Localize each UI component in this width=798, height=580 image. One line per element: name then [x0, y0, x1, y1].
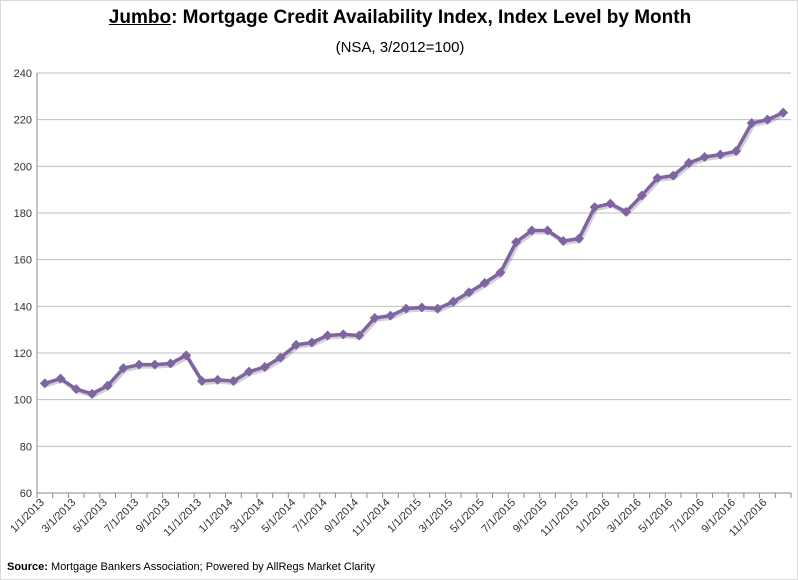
y-tick-label: 120 [14, 348, 32, 360]
data-point [212, 374, 223, 385]
data-point [369, 313, 380, 323]
data-point [668, 170, 679, 181]
source-label: Source: [7, 561, 48, 573]
data-point [715, 149, 726, 160]
data-point [463, 287, 474, 298]
data-point [196, 376, 207, 386]
series-shadow [45, 112, 786, 398]
data-point [416, 302, 427, 313]
data-point [542, 225, 553, 236]
data-point [762, 114, 773, 125]
source-text: Mortgage Bankers Association; Powered by… [47, 561, 376, 573]
data-point [244, 366, 255, 377]
data-point [558, 236, 569, 246]
data-point [165, 358, 176, 369]
data-point [118, 363, 129, 374]
data-point [778, 107, 789, 118]
data-point [306, 337, 317, 348]
data-point [573, 233, 584, 244]
data-point [636, 190, 647, 201]
data-point [432, 303, 443, 314]
data-point [621, 206, 632, 217]
data-point [479, 278, 490, 288]
data-point [71, 384, 82, 395]
data-point [322, 330, 333, 341]
y-tick-label: 100 [14, 395, 32, 407]
y-tick-label: 200 [14, 161, 32, 173]
data-point [385, 310, 396, 321]
data-point [731, 146, 742, 157]
title-prefix: Jumbo [108, 7, 172, 28]
data-point [683, 157, 694, 168]
data-point [102, 380, 113, 391]
data-point [181, 350, 192, 361]
data-point [354, 330, 365, 341]
data-point [134, 359, 145, 370]
series-line [44, 111, 784, 396]
y-tick-label: 60 [20, 488, 32, 500]
data-point [86, 388, 97, 399]
data-point [511, 237, 522, 248]
data-point [589, 202, 600, 213]
data-point [652, 173, 663, 183]
data-point [338, 329, 349, 340]
data-point [291, 339, 302, 350]
data-point [401, 303, 412, 314]
data-point [149, 359, 160, 370]
y-tick-label: 220 [14, 115, 32, 127]
data-point [746, 118, 757, 129]
data-point [39, 378, 50, 389]
data-point [699, 152, 710, 162]
data-point [275, 352, 286, 363]
data-point [55, 373, 66, 384]
data-point [448, 296, 459, 307]
y-tick-label: 160 [14, 255, 32, 267]
y-tick-label: 180 [14, 208, 32, 220]
y-tick-label: 140 [14, 301, 32, 313]
y-tick-label: 80 [20, 441, 32, 453]
y-tick-label: 240 [14, 68, 32, 80]
data-point [228, 376, 239, 386]
data-point [259, 362, 270, 372]
chart-title: Jumbo: Mortgage Credit Availability Inde… [1, 7, 797, 29]
data-point [526, 225, 537, 236]
data-point [495, 267, 506, 278]
title-rest: : Mortgage Credit Availability Index, In… [171, 7, 692, 28]
source-note: Source: Mortgage Bankers Association; Po… [7, 561, 375, 573]
chart-subtitle: (NSA, 3/2012=100) [335, 39, 465, 56]
data-point [605, 198, 616, 209]
